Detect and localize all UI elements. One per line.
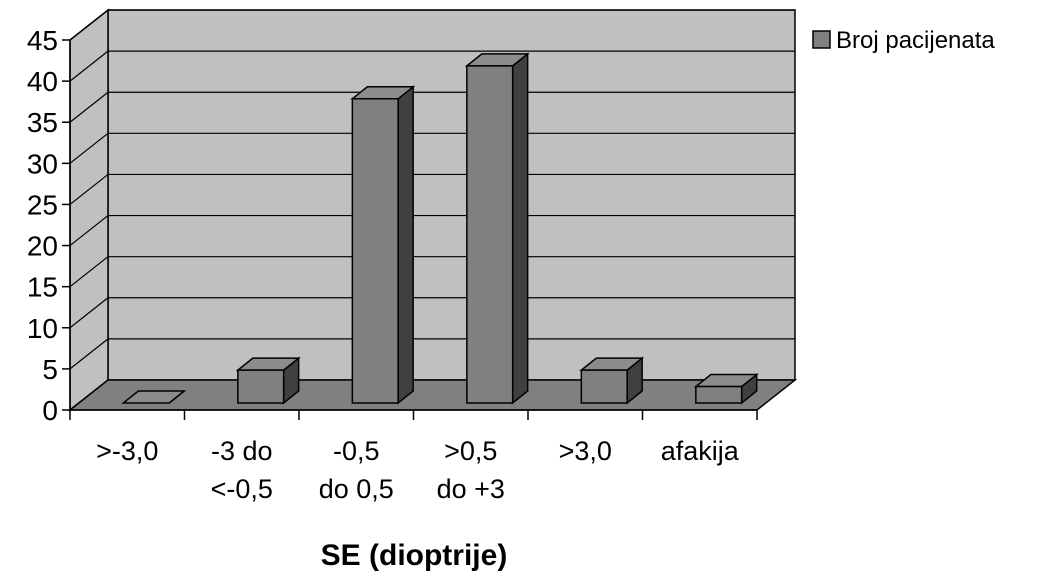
x-tick-label: >-3,0: [96, 436, 158, 466]
side-gridline: [69, 256, 109, 288]
x-tick-label: -0,5 do 0,5: [319, 436, 394, 504]
y-tick-label: 30: [27, 148, 58, 179]
bar-front: [695, 385, 743, 404]
y-tick-label: 15: [27, 272, 58, 303]
x-tick-label: -3 do <-0,5: [211, 436, 273, 504]
bar: [350, 85, 416, 405]
side-gridline: [69, 338, 109, 370]
side-gridline: [69, 9, 109, 41]
bar: [464, 52, 530, 405]
bar: [693, 372, 759, 405]
y-tick-label: 0: [42, 395, 58, 426]
y-tick-label: 25: [27, 189, 58, 220]
side-gridline: [69, 50, 109, 82]
side-gridline: [69, 91, 109, 123]
bar-side: [397, 85, 414, 405]
chart-back-wall: [107, 9, 796, 381]
bar: [235, 356, 301, 405]
y-tick-label: 5: [42, 354, 58, 385]
bar: [579, 356, 645, 405]
y-tick-label: 40: [27, 66, 58, 97]
legend-swatch: [812, 30, 831, 49]
legend: Broj pacijenata: [812, 27, 995, 54]
bar-side: [511, 52, 529, 405]
chart-side-wall: [69, 8, 109, 412]
side-gridline: [69, 215, 109, 247]
x-tick-label: >0,5 do +3: [437, 436, 505, 504]
x-tick-label: >3,0: [559, 436, 612, 466]
bar-front: [351, 98, 399, 404]
legend-label: Broj pacijenata: [836, 27, 995, 54]
y-tick-label: 10: [27, 313, 58, 344]
x-axis-title: SE (dioptrije): [321, 539, 508, 572]
bar-top: [121, 390, 187, 404]
side-gridline: [69, 297, 109, 329]
bar-front: [466, 65, 514, 404]
side-gridline: [69, 132, 109, 164]
y-tick-label: 20: [27, 231, 58, 262]
bar: [121, 390, 187, 404]
x-tick-label: afakija: [661, 436, 740, 466]
y-tick-label: 45: [27, 25, 58, 56]
bar-front: [580, 369, 628, 404]
side-gridline: [69, 173, 109, 205]
bar-front: [237, 369, 285, 404]
y-tick-label: 35: [27, 107, 58, 138]
